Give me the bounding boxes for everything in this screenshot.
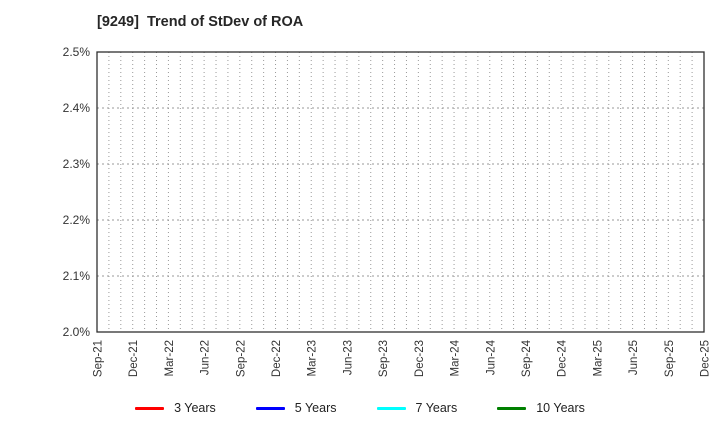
legend-item-7-years: 7 Years [376,401,458,415]
x-tick-label: Jun-22 [200,340,212,375]
x-tick-label: Dec-22 [271,340,283,377]
x-tick-label: Sep-24 [521,339,533,377]
x-tick-label: Jun-25 [628,340,640,375]
x-tick-label: Dec-21 [128,340,140,377]
x-tick-label: Mar-25 [592,340,604,376]
x-tick-label: Sep-23 [378,340,390,377]
x-tick-label: Dec-25 [700,340,712,377]
x-tick-label: Mar-24 [450,339,462,376]
legend-item-5-years: 5 Years [255,401,337,415]
x-tick-label: Jun-23 [342,340,354,375]
x-tick-label: Sep-25 [664,340,676,377]
y-tick-label: 2.1% [63,269,91,283]
x-tick-label: Jun-24 [485,339,497,375]
legend-item-3-years: 3 Years [135,401,216,415]
chart-title: [9249] Trend of StDev of ROA [97,14,304,30]
y-tick-label: 2.3% [63,157,91,171]
legend: 3 Years 5 Years 7 Years 10 Years [0,401,720,415]
legend-line-swatch-5-years [255,406,285,410]
y-tick-label: 2.0% [63,325,91,339]
legend-label-7-years: 7 Years [415,401,458,415]
legend-line-swatch-3-years [135,406,165,410]
legend-line-swatch-10-years [497,406,527,410]
legend-label-10-years: 10 Years [536,401,585,415]
y-tick-label: 2.5% [63,45,91,59]
legend-line-swatch-7-years [376,406,406,410]
x-tick-label: Sep-21 [93,340,105,377]
x-tick-label: Dec-23 [414,340,426,377]
x-tick-label: Mar-23 [307,340,319,376]
x-tick-label: Dec-24 [557,339,569,377]
y-tick-label: 2.2% [63,213,91,227]
legend-label-3-years: 3 Years [174,401,216,415]
legend-label-5-years: 5 Years [294,401,337,415]
y-tick-label: 2.4% [63,101,91,115]
legend-item-10-years: 10 Years [497,401,585,415]
x-tick-label: Mar-22 [164,340,176,376]
x-tick-label: Sep-22 [235,340,247,377]
plot-border [96,51,705,333]
